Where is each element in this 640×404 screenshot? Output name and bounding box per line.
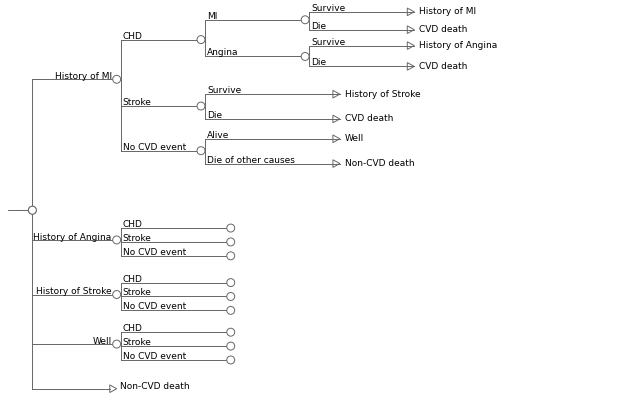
Text: Stroke: Stroke [123,234,152,243]
Circle shape [113,236,121,244]
Text: Well: Well [92,337,112,346]
Circle shape [227,238,235,246]
Text: CHD: CHD [123,324,143,333]
Circle shape [28,206,36,214]
Text: History of Stroke: History of Stroke [345,90,420,99]
Circle shape [197,102,205,110]
Text: Survive: Survive [207,86,241,95]
Text: Die: Die [207,111,222,120]
Circle shape [113,290,121,299]
Circle shape [301,16,309,24]
Text: Stroke: Stroke [123,288,152,297]
Circle shape [227,279,235,286]
Circle shape [227,328,235,336]
Text: No CVD event: No CVD event [123,248,186,257]
Text: Stroke: Stroke [123,98,152,107]
Circle shape [227,342,235,350]
Text: No CVD event: No CVD event [123,302,186,311]
Circle shape [113,75,121,83]
Circle shape [227,292,235,301]
Text: CVD death: CVD death [419,62,468,71]
Text: CVD death: CVD death [345,114,393,124]
Text: History of MI: History of MI [54,72,112,81]
Text: Die: Die [311,59,326,67]
Text: Die of other causes: Die of other causes [207,156,295,164]
Text: CHD: CHD [123,32,143,40]
Text: No CVD event: No CVD event [123,352,186,361]
Text: Angina: Angina [207,48,239,57]
Text: Non-CVD death: Non-CVD death [345,159,415,168]
Text: CHD: CHD [123,220,143,229]
Circle shape [227,252,235,260]
Text: CHD: CHD [123,275,143,284]
Text: Die: Die [311,22,326,31]
Text: Well: Well [345,134,364,143]
Circle shape [227,356,235,364]
Text: CVD death: CVD death [419,25,468,34]
Circle shape [301,53,309,61]
Circle shape [28,206,36,214]
Text: Alive: Alive [207,131,229,140]
Circle shape [227,306,235,314]
Circle shape [227,224,235,232]
Text: Stroke: Stroke [123,338,152,347]
Text: Survive: Survive [311,38,346,46]
Circle shape [113,340,121,348]
Text: History of MI: History of MI [419,7,476,16]
Text: MI: MI [207,12,218,21]
Text: History of Angina: History of Angina [33,233,112,242]
Text: History of Angina: History of Angina [419,41,497,50]
Text: Non-CVD death: Non-CVD death [120,382,189,391]
Circle shape [197,36,205,44]
Text: Survive: Survive [311,4,346,13]
Circle shape [197,147,205,155]
Text: No CVD event: No CVD event [123,143,186,152]
Text: History of Stroke: History of Stroke [36,288,112,297]
